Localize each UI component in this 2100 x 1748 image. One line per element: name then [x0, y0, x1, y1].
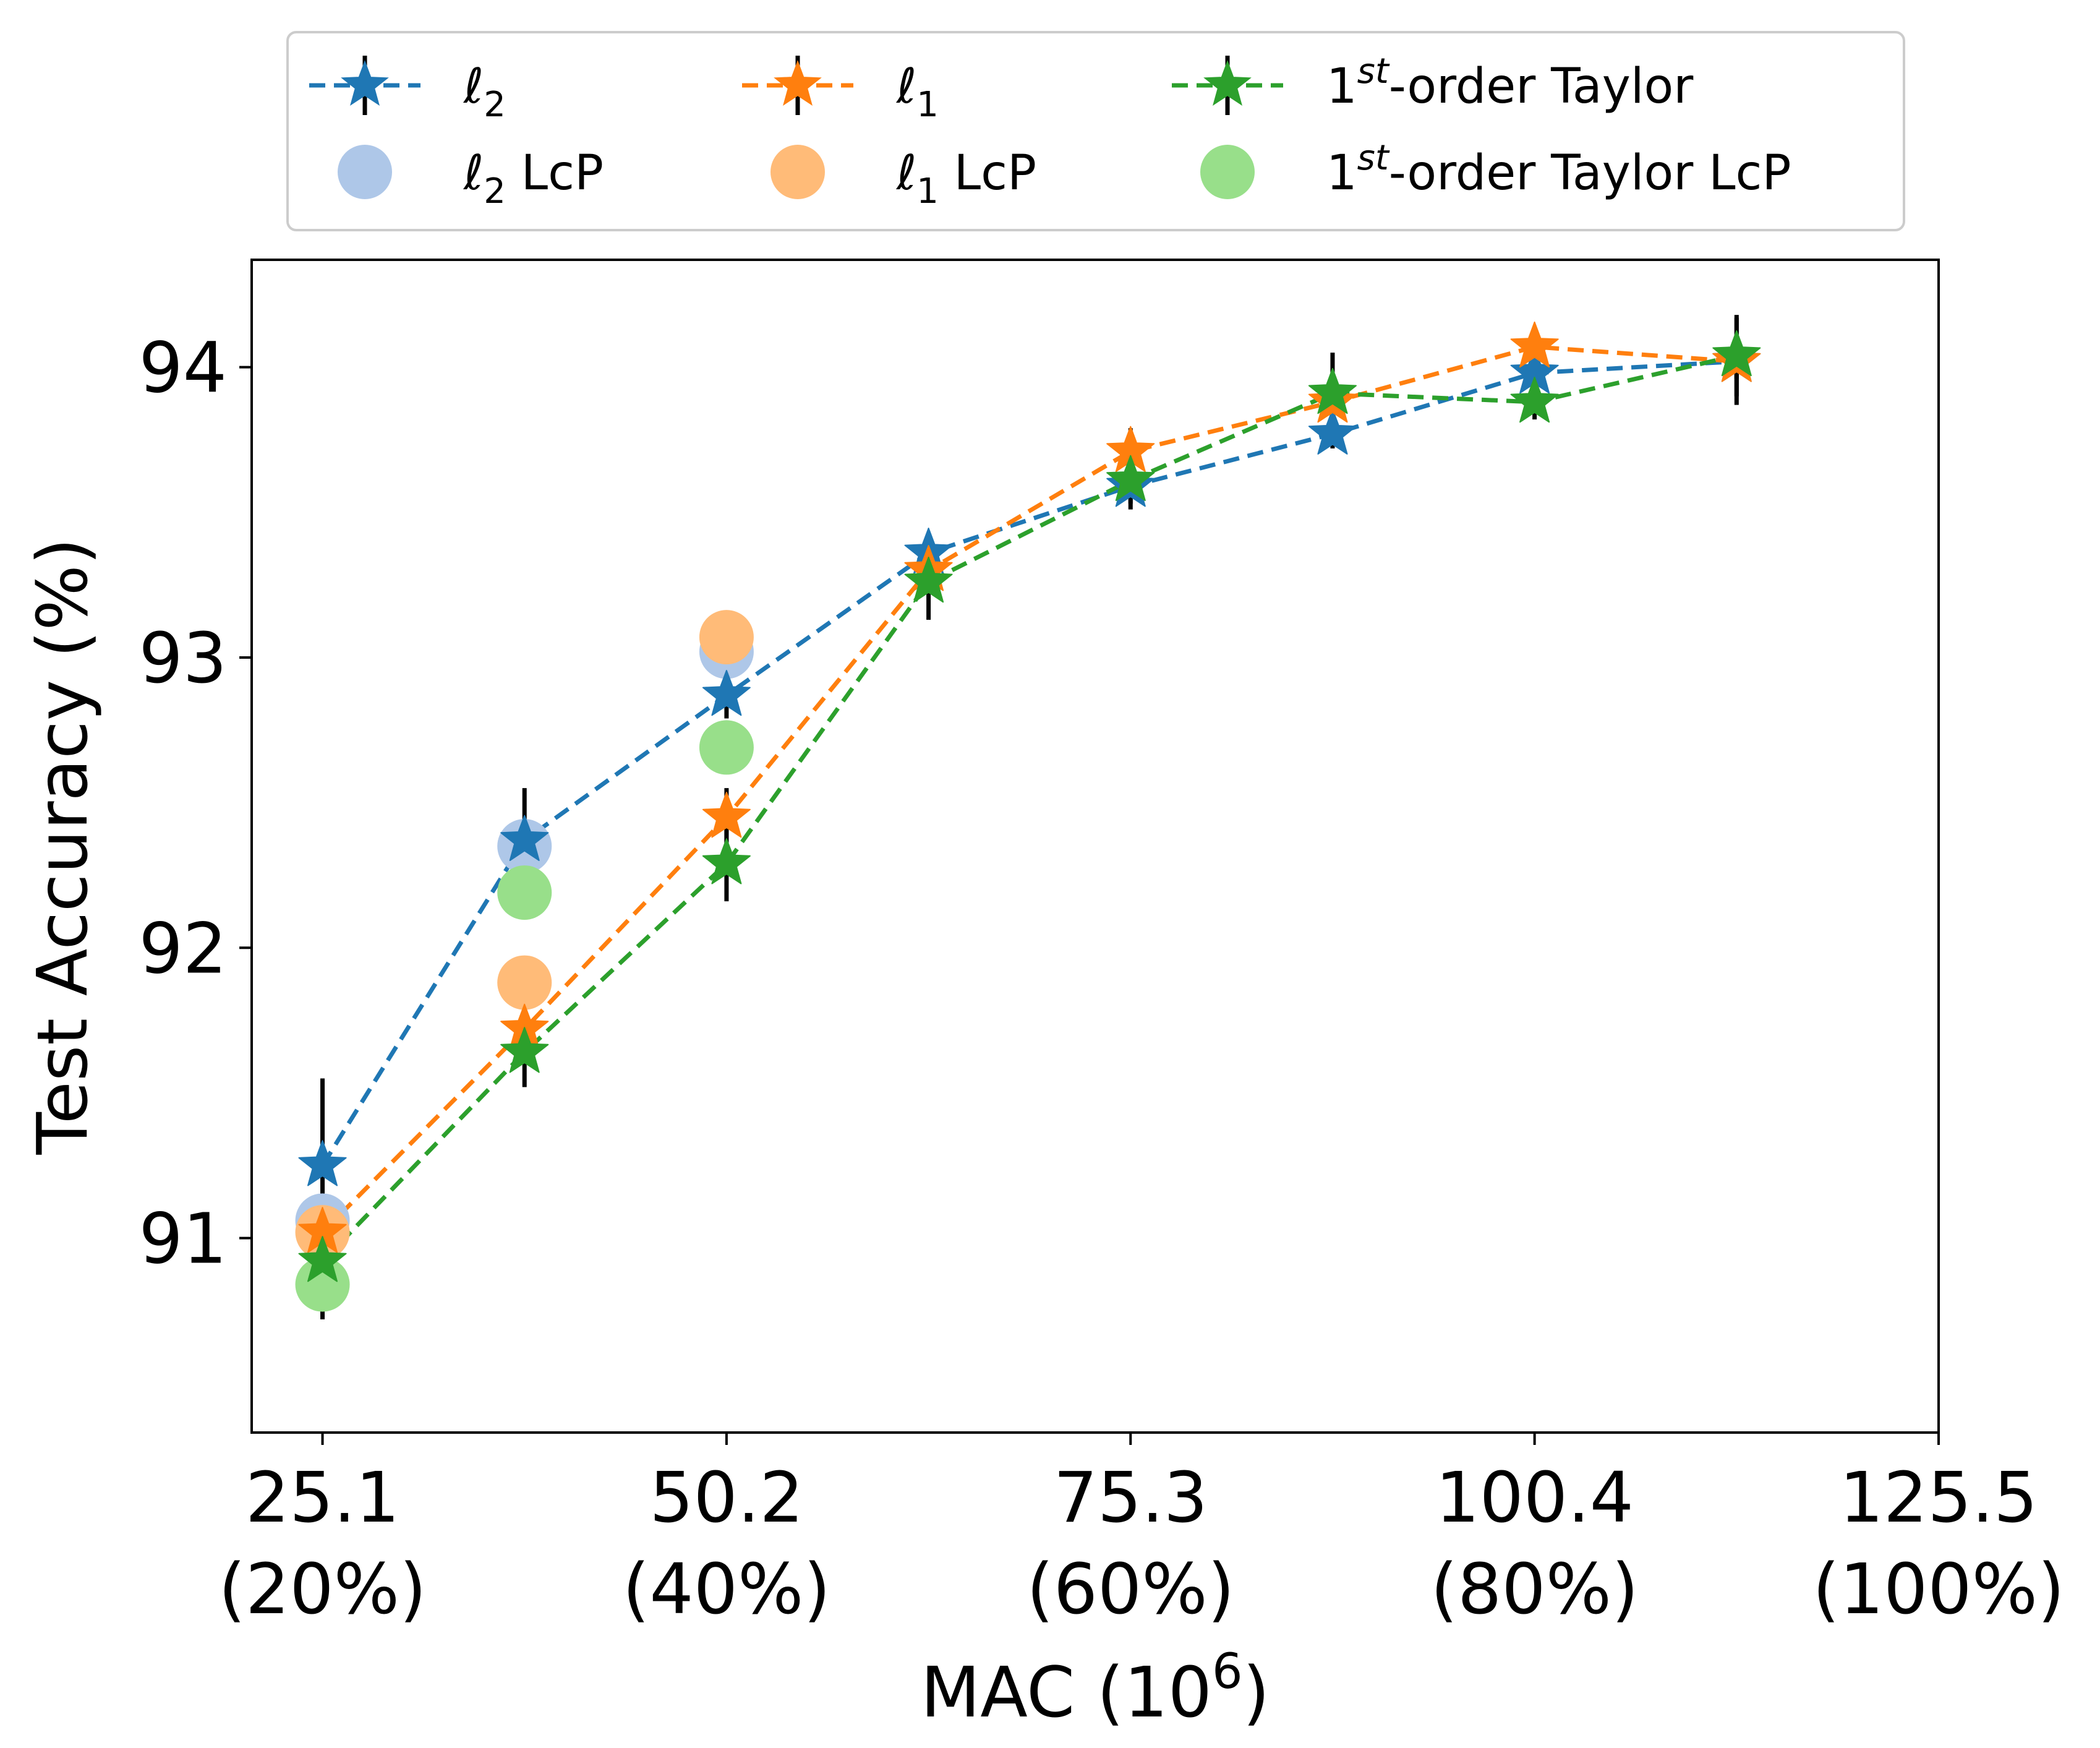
taylor-marker — [1308, 367, 1357, 414]
l1-legend-marker — [774, 60, 822, 106]
y-tick-label: 92 — [139, 909, 227, 989]
x-tick-percent-label: (80%) — [1430, 1549, 1638, 1630]
x-tick-label: 125.5 — [1840, 1458, 2038, 1538]
taylor-legend-marker — [1203, 60, 1252, 106]
taylor-marker — [1510, 377, 1559, 423]
l2_lcp-legend-label: ℓ2 LcP — [463, 145, 604, 212]
legend-frame — [286, 31, 1905, 231]
x-tick-percent-label: (100%) — [1812, 1549, 2065, 1630]
x-tick-percent-label: (20%) — [218, 1549, 426, 1630]
l2_lcp-legend-marker — [338, 145, 392, 199]
series-lines — [320, 345, 1738, 1263]
l1-marker — [1510, 321, 1559, 368]
taylor_lcp-point — [699, 720, 754, 775]
l1-line — [321, 345, 1737, 1234]
l2-marker — [702, 670, 751, 716]
l2-line — [320, 359, 1737, 1167]
l2-legend-marker — [341, 60, 389, 106]
legend: ℓ2 ℓ1 1st-order Taylor ℓ2 LcP ℓ1 LcP 1st-orde… — [286, 31, 1905, 231]
y-tick-label: 93 — [139, 619, 227, 699]
taylor_lcp-legend-label: 1st-order Taylor LcP — [1326, 138, 1791, 201]
taylor_lcp-point — [295, 1257, 350, 1312]
y-tick-label: 91 — [139, 1199, 227, 1280]
taylor-marker — [904, 556, 953, 603]
l2-marker — [298, 1140, 347, 1186]
taylor-marker — [702, 838, 751, 885]
x-tick-label: 50.2 — [649, 1458, 803, 1538]
l1-legend-label: ℓ1 — [895, 59, 939, 125]
x-tick-percent-label: (40%) — [623, 1549, 830, 1630]
x-tick-label: 75.3 — [1054, 1458, 1208, 1538]
plot-area — [295, 315, 1761, 1319]
x-axis-label: MAC (106) — [921, 1644, 1270, 1733]
taylor_lcp-legend-marker — [1200, 145, 1255, 199]
taylor-marker — [298, 1236, 347, 1282]
l2-marker — [1308, 408, 1357, 455]
taylor-marker — [1106, 455, 1155, 501]
l2-marker — [500, 815, 549, 861]
taylor-marker — [1712, 330, 1761, 377]
taylor_lcp-point — [497, 865, 552, 920]
l1-marker — [702, 792, 751, 838]
l1_lcp-legend-label: ℓ1 LcP — [895, 145, 1036, 212]
series-markers — [298, 321, 1761, 1282]
y-axis: 91 92 93 94 — [139, 328, 252, 1280]
x-tick-label: 100.4 — [1435, 1458, 1634, 1538]
l1_lcp-point — [497, 955, 552, 1010]
y-tick-label: 94 — [139, 328, 227, 409]
y-axis-label: Test Accuracy (%) — [23, 538, 103, 1155]
l1_lcp-legend-marker — [770, 145, 825, 199]
axes-frame — [250, 259, 1940, 1434]
taylor-line — [320, 353, 1738, 1263]
x-tick-percent-label: (60%) — [1027, 1549, 1234, 1630]
l1_lcp-point — [699, 610, 754, 665]
taylor-marker — [500, 1027, 549, 1073]
l2-legend-label: ℓ2 — [463, 59, 506, 125]
x-tick-label: 25.1 — [245, 1458, 399, 1538]
taylor-legend-label: 1st-order Taylor — [1326, 51, 1694, 114]
x-axis: 25.1 (20%) 50.2 (40%) 75.3 (60%) 100.4 (80%) 125… — [218, 1433, 2065, 1630]
